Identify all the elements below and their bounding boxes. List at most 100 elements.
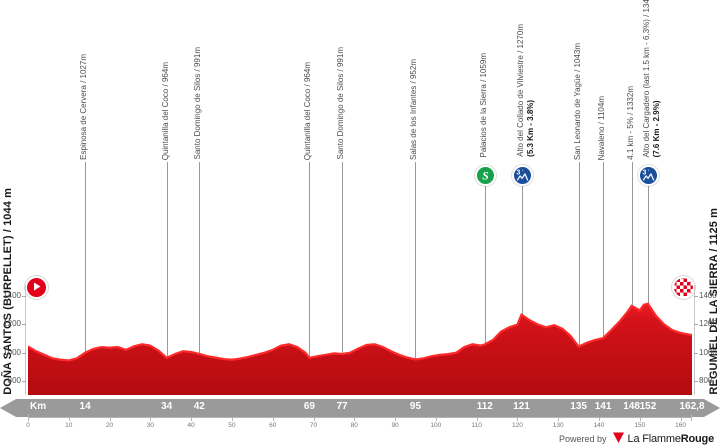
poi-leader-line	[578, 162, 580, 395]
km-ribbon-label: 141	[594, 401, 612, 412]
poi-label-text: Alto del Cargadero (last 1.5 km - 6.3%) …	[641, 0, 651, 157]
powered-by-label: Powered by	[559, 433, 607, 444]
poi-leader-line	[309, 162, 311, 395]
poi-label-stats: (7.6 Km - 2.9%)	[651, 100, 661, 157]
x-axis-tick-mark	[517, 417, 519, 421]
x-axis-tick-mark	[639, 417, 641, 421]
brand-name: La FlammeRouge	[627, 432, 715, 445]
terrain-chart	[28, 285, 692, 395]
poi-label: Alto del Cargadero (last 1.5 km - 6.3%) …	[642, 0, 662, 157]
km-ribbon-label: 34	[161, 401, 173, 412]
x-axis-tick-label: 60	[269, 422, 277, 429]
x-axis-tick-label: 30	[146, 422, 154, 429]
y-axis-right-line	[694, 285, 695, 395]
poi-leader-line	[603, 162, 605, 395]
footer: Powered by La FlammeRouge	[559, 431, 714, 446]
y-axis-tick-mark	[694, 296, 698, 298]
x-axis-tick-mark	[150, 417, 152, 421]
x-axis-end-cap	[691, 414, 692, 421]
poi-label: Espinosa de Cervera / 1027m	[79, 54, 89, 160]
x-axis: 0 10 20 30 40 50 60 70 80 90 100 110 120 130 140 150 160	[26, 414, 692, 433]
x-axis-tick-mark	[68, 417, 70, 421]
poi-leader-line	[85, 162, 87, 395]
x-axis-tick-mark	[272, 417, 274, 421]
svg-text:3: 3	[642, 170, 646, 177]
x-axis-tick-label: 80	[350, 422, 358, 429]
x-axis-tick-label: 120	[511, 422, 523, 429]
y-axis-tick-label: 800	[7, 375, 21, 385]
x-axis-tick-mark	[313, 417, 315, 421]
start-marker	[25, 276, 48, 299]
climb-badge[interactable]: 3 °	[511, 165, 533, 186]
poi-leader-line	[342, 162, 344, 395]
x-axis-tick-label: 50	[228, 422, 236, 429]
x-axis-tick-label: 90	[391, 422, 399, 429]
x-axis-tick-mark	[231, 417, 233, 421]
poi-leader-line	[521, 184, 523, 395]
km-ribbon-label: 152	[639, 401, 657, 412]
x-axis-tick-mark	[558, 417, 560, 421]
brand-light: La Flamme	[627, 432, 681, 445]
x-axis-tick-label: 10	[65, 422, 73, 429]
km-ribbon-label: 95	[409, 401, 422, 412]
x-axis-rule	[28, 417, 692, 418]
x-axis-tick-mark	[599, 417, 600, 421]
svg-text:S: S	[482, 170, 488, 182]
km-ribbon-label: 69	[303, 401, 315, 412]
km-ribbon-label: 14	[79, 401, 91, 412]
x-axis-tick-mark	[435, 417, 437, 421]
x-axis-tick-label: 130	[552, 422, 564, 429]
x-axis-tick-mark	[476, 417, 478, 421]
sprint-s-icon: S	[482, 170, 488, 182]
poi-label: 4.1 km - 5% / 1332m	[625, 86, 635, 160]
brand-bold: Rouge	[680, 432, 714, 445]
x-axis-tick-label: 140	[593, 422, 605, 429]
flamme-rouge-logo: La FlammeRouge	[612, 431, 714, 446]
y-axis-tick-label: 1400	[699, 291, 717, 301]
climb-badge[interactable]: 3 °	[637, 165, 659, 186]
y-axis-tick-mark	[22, 324, 26, 326]
x-axis-tick-mark	[395, 417, 397, 421]
svg-text:3: 3	[516, 170, 520, 177]
km-ribbon-label: 77	[336, 401, 348, 412]
y-axis-tick-label: 1400	[3, 291, 21, 301]
poi-leader-line	[199, 162, 201, 395]
y-axis-tick-label: 800	[699, 375, 713, 385]
poi-label: Alto del Collado de Vilviestre / 1270m (5…	[516, 24, 536, 157]
x-axis-tick-label: 0	[26, 422, 30, 429]
km-ribbon-label: 148	[623, 401, 640, 412]
poi-leader-line	[415, 162, 417, 395]
x-axis-tick-label: 70	[309, 422, 318, 429]
y-axis-left: 800 1000 1200 1400	[0, 285, 26, 395]
poi-label-stats: (5.3 Km - 3.8%)	[525, 100, 535, 157]
x-axis-tick-mark	[191, 417, 193, 421]
km-ribbon-label: 121	[513, 401, 530, 412]
x-axis-tick-label: 40	[187, 422, 195, 429]
svg-text:°: °	[521, 169, 523, 174]
svg-text:°: °	[648, 169, 650, 174]
terrain-svg	[28, 302, 692, 395]
x-axis-tick-label: 110	[471, 422, 482, 429]
poi-leader-line	[647, 184, 649, 395]
km-ribbon-shape	[0, 399, 720, 417]
poi-label: Santo Domingo de Silos / 991m	[193, 47, 203, 160]
y-axis-tick-label: 1200	[3, 319, 21, 329]
y-axis-tick-label: 1000	[699, 347, 717, 357]
x-axis-tick-label: 150	[634, 422, 646, 429]
mountain-icon: 3 °	[642, 169, 655, 181]
y-axis-tick-mark	[694, 380, 698, 382]
y-axis-left-line	[25, 285, 26, 395]
mountain-icon: 3 °	[516, 169, 528, 181]
poi-label: San Leonardo de Yagüe / 1043m	[572, 42, 582, 160]
play-triangle-icon	[31, 279, 42, 297]
km-ribbon-label: 135	[570, 401, 587, 412]
km-ribbon-label: 112	[476, 401, 493, 412]
poi-label-text: Alto del Collado de Vilviestre / 1270m	[515, 24, 525, 157]
flamme-rouge-triangle-icon	[612, 431, 625, 446]
x-axis-tick-mark	[680, 417, 682, 421]
x-axis-tick-label: 160	[675, 422, 687, 429]
poi-label: Navaleno / 1104m	[597, 95, 607, 160]
poi-leader-line	[166, 162, 168, 395]
sprint-badge[interactable]: S	[474, 165, 496, 186]
y-axis-tick-mark	[22, 352, 26, 354]
